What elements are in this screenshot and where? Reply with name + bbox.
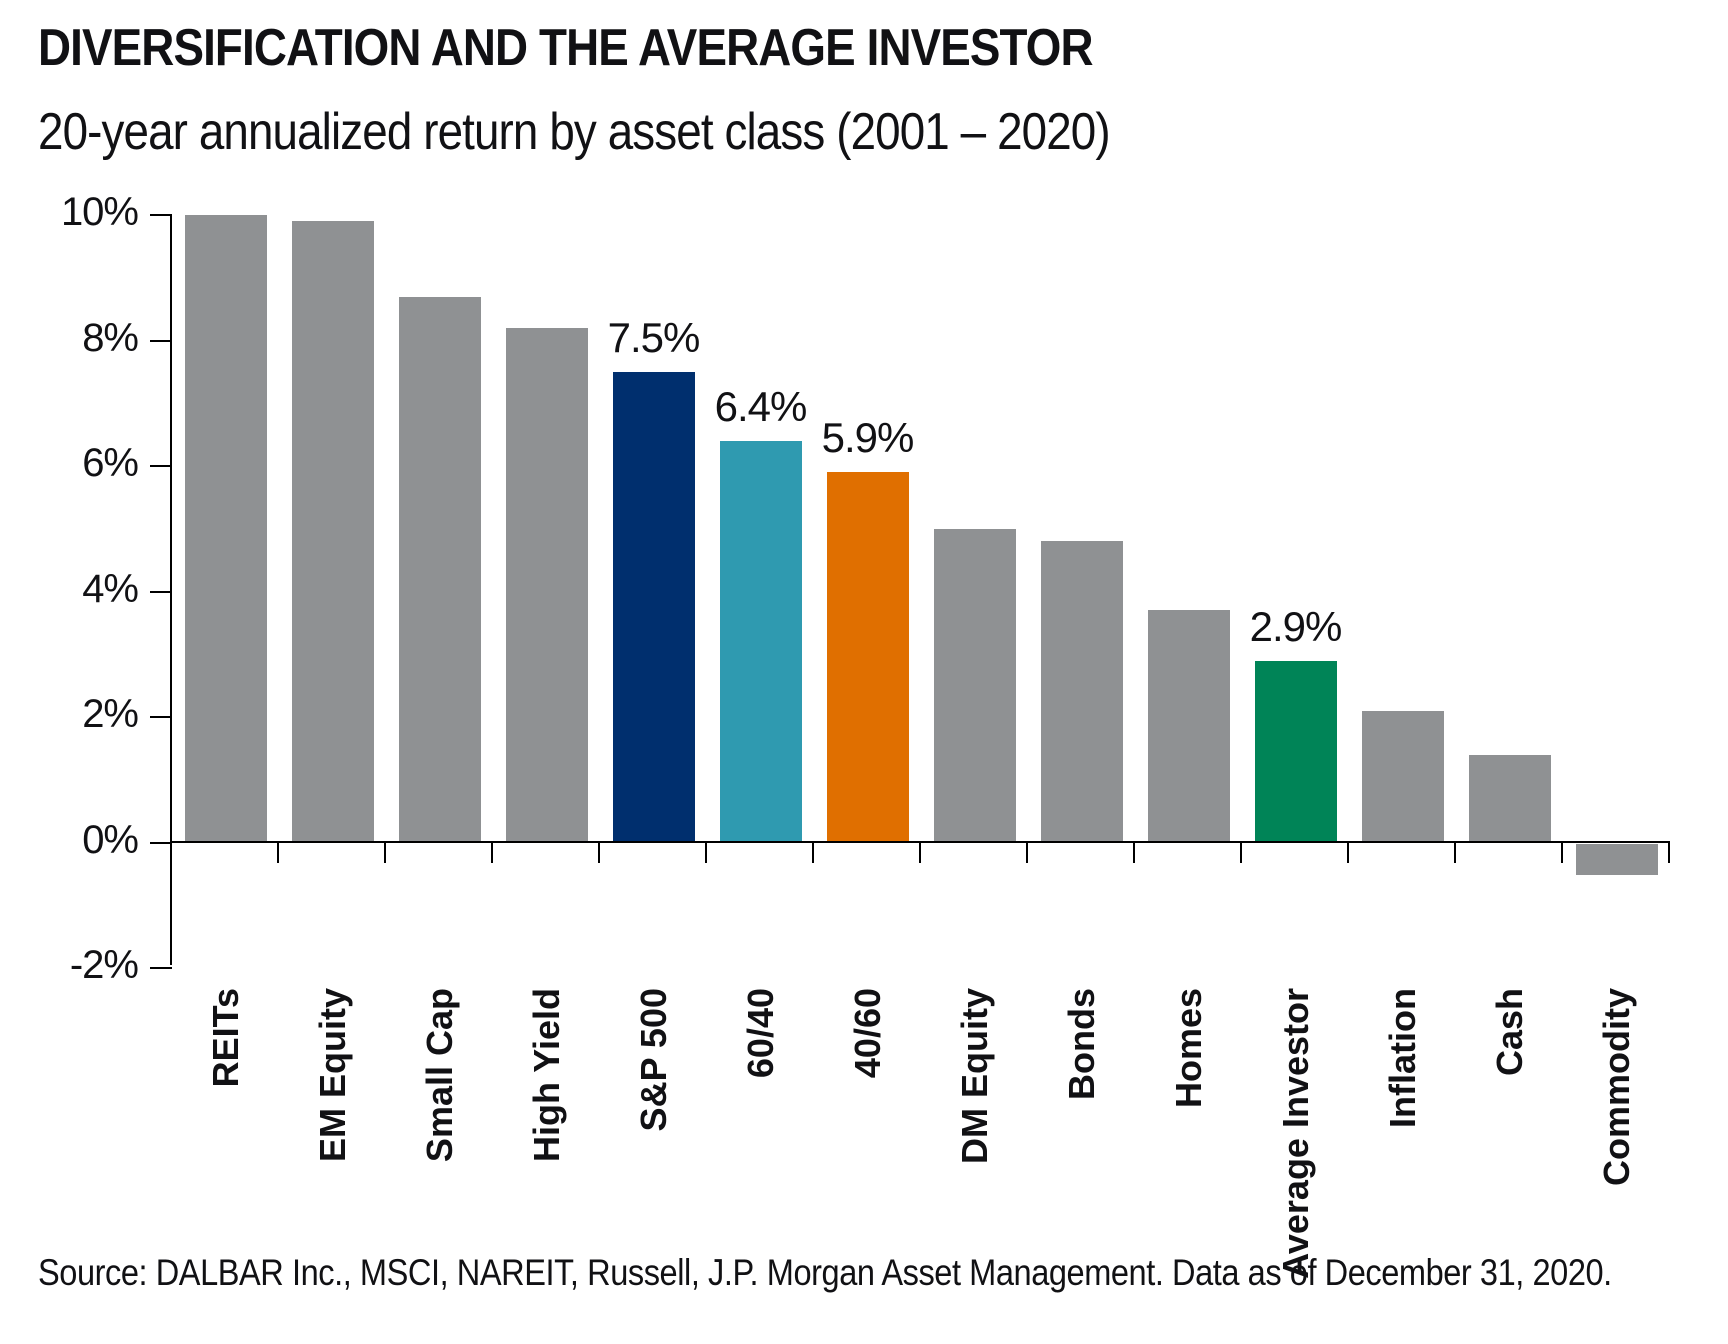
y-axis-line	[170, 215, 172, 965]
x-axis-label-cell: 40/60	[814, 988, 921, 1283]
bar-column-reits	[172, 215, 279, 968]
x-axis-label-cell: Inflation	[1349, 988, 1456, 1283]
x-tick-mark	[277, 843, 279, 863]
chart-header: DIVERSIFICATION AND THE AVERAGE INVESTOR…	[38, 18, 1256, 162]
y-tick-mark	[150, 339, 172, 342]
x-axis-label: Cash	[1488, 988, 1530, 1077]
bar-column-small-cap	[386, 215, 493, 968]
bar	[291, 221, 374, 843]
chart-title: DIVERSIFICATION AND THE AVERAGE INVESTOR	[38, 19, 1094, 77]
x-axis-label: EM Equity	[311, 988, 353, 1163]
y-tick-label: 6%	[82, 441, 139, 485]
x-axis-label-cell: 60/40	[707, 988, 814, 1283]
x-tick-mark	[1561, 843, 1563, 863]
y-tick-label: -2%	[69, 943, 139, 987]
y-tick-mark	[150, 967, 172, 969]
bar-column-60-40: 6.4%	[707, 215, 814, 968]
bar-value-label: 7.5%	[607, 313, 701, 361]
x-axis-label: DM Equity	[953, 988, 995, 1164]
bar-column-bonds	[1028, 215, 1135, 968]
bar	[1147, 610, 1230, 843]
bar-column-40-60: 5.9%	[814, 215, 921, 968]
source-note: Source: DALBAR Inc., MSCI, NAREIT, Russe…	[38, 1252, 1612, 1293]
bar	[933, 528, 1016, 843]
x-tick-mark	[812, 843, 814, 863]
bar-column-homes	[1135, 215, 1242, 968]
bar	[1575, 843, 1658, 875]
bar	[1468, 754, 1551, 843]
bar-column-commodity	[1563, 215, 1670, 968]
x-axis-label: Commodity	[1595, 988, 1637, 1186]
bar-column-cash	[1456, 215, 1563, 968]
bar-value-label: 5.9%	[821, 414, 915, 462]
x-axis-label: S&P 500	[632, 988, 674, 1132]
bar	[505, 327, 588, 843]
x-axis-baseline	[170, 841, 1670, 843]
x-tick-mark	[1454, 843, 1456, 863]
x-tick-mark	[705, 843, 707, 863]
x-axis-label-cell: Bonds	[1028, 988, 1135, 1283]
bar	[826, 472, 909, 843]
x-axis-label: REITs	[204, 988, 246, 1088]
x-tick-mark	[491, 843, 493, 863]
bar-column-high-yield	[493, 215, 600, 968]
x-axis-label-cell: DM Equity	[921, 988, 1028, 1283]
x-tick-mark	[1240, 843, 1242, 863]
x-axis-label: Small Cap	[418, 988, 460, 1163]
x-tick-mark	[1133, 843, 1135, 863]
x-tick-mark	[919, 843, 921, 863]
x-axis-labels: REITs EM Equity Small Cap High Yield S&P 500…	[172, 988, 1670, 1283]
bar	[1040, 541, 1123, 843]
y-tick-label: 4%	[82, 566, 139, 611]
x-axis-label: Average Investor	[1274, 988, 1316, 1279]
x-axis-label: High Yield	[525, 988, 567, 1163]
y-tick-label: 10%	[60, 190, 139, 234]
bar-column-inflation	[1349, 215, 1456, 968]
bar	[1254, 660, 1337, 843]
x-axis-label: Bonds	[1060, 988, 1102, 1100]
x-tick-mark	[1347, 843, 1349, 863]
y-tick-label: 0%	[82, 817, 139, 862]
y-tick-label: 8%	[82, 315, 139, 360]
y-tick-mark	[150, 716, 172, 718]
x-axis-label-cell: Homes	[1135, 988, 1242, 1283]
x-axis-label: Homes	[1167, 988, 1209, 1109]
x-tick-mark	[598, 843, 600, 863]
bar	[184, 215, 267, 843]
y-tick-mark	[150, 214, 172, 216]
x-axis-label-cell: S&P 500	[600, 988, 707, 1283]
bar-value-label: 6.4%	[714, 382, 808, 430]
x-tick-mark	[1026, 843, 1028, 863]
bar	[719, 440, 802, 843]
bar	[398, 296, 481, 843]
x-axis-label: Inflation	[1381, 988, 1423, 1128]
x-axis-label: 60/40	[739, 988, 781, 1079]
x-axis-label: 40/60	[846, 988, 888, 1079]
x-axis-label-cell: Commodity	[1563, 988, 1670, 1283]
y-tick-mark	[150, 590, 172, 593]
x-axis-label-cell: Small Cap	[386, 988, 493, 1283]
bar-column-average-investor: 2.9%	[1242, 215, 1349, 968]
x-axis-label-cell: REITs	[172, 988, 279, 1283]
bar	[1361, 710, 1444, 843]
x-tick-mark	[1668, 843, 1670, 863]
x-tick-mark	[384, 843, 386, 863]
x-axis-label-cell: High Yield	[493, 988, 600, 1283]
x-axis-label-cell: Average Investor	[1242, 988, 1349, 1283]
x-axis-label-cell: Cash	[1456, 988, 1563, 1283]
chart-subtitle: 20-year annualized return by asset class…	[38, 103, 1111, 161]
y-tick-mark	[150, 465, 172, 467]
bar	[612, 371, 695, 843]
bar-column-dm-equity	[921, 215, 1028, 968]
bar-value-label: 2.9%	[1249, 602, 1343, 650]
plot-area: 7.5% 6.4% 5.9% 2.9%	[172, 215, 1670, 968]
bar-column-em-equity	[279, 215, 386, 968]
y-tick-mark	[150, 841, 172, 844]
y-tick-label: 2%	[82, 692, 139, 736]
bar-column-s-p-500: 7.5%	[600, 215, 707, 968]
x-axis-label-cell: EM Equity	[279, 988, 386, 1283]
